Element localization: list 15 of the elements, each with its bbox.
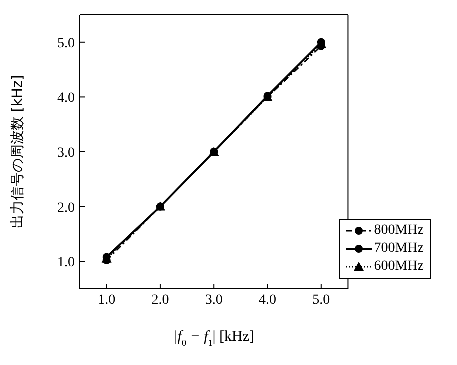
y-tick-label: 1.0 <box>58 256 75 271</box>
y-tick-label: 2.0 <box>58 200 75 216</box>
x-tick-label: 2.0 <box>152 292 170 308</box>
x-tick-label: 3.0 <box>205 292 223 308</box>
legend-label: 600MHz <box>374 258 424 276</box>
y-tick-label: 4.0 <box>58 91 75 106</box>
legend-label: 700MHz <box>374 240 424 258</box>
x-tick-label: 1.0 <box>98 292 116 308</box>
legend-label: 800MHz <box>374 222 424 240</box>
x-tick-label: 4.0 <box>259 292 277 308</box>
x-tick-label: 5.0 <box>312 292 330 308</box>
y-tick-label: 5.0 <box>58 36 75 52</box>
y-tick-label: 3.0 <box>58 146 75 161</box>
x-axis-title: |f$_{0}$ − f$_{1}$| [kHz] <box>174 329 255 348</box>
y-axis-title: 出力信号の周波数 [kHz] <box>10 75 26 229</box>
